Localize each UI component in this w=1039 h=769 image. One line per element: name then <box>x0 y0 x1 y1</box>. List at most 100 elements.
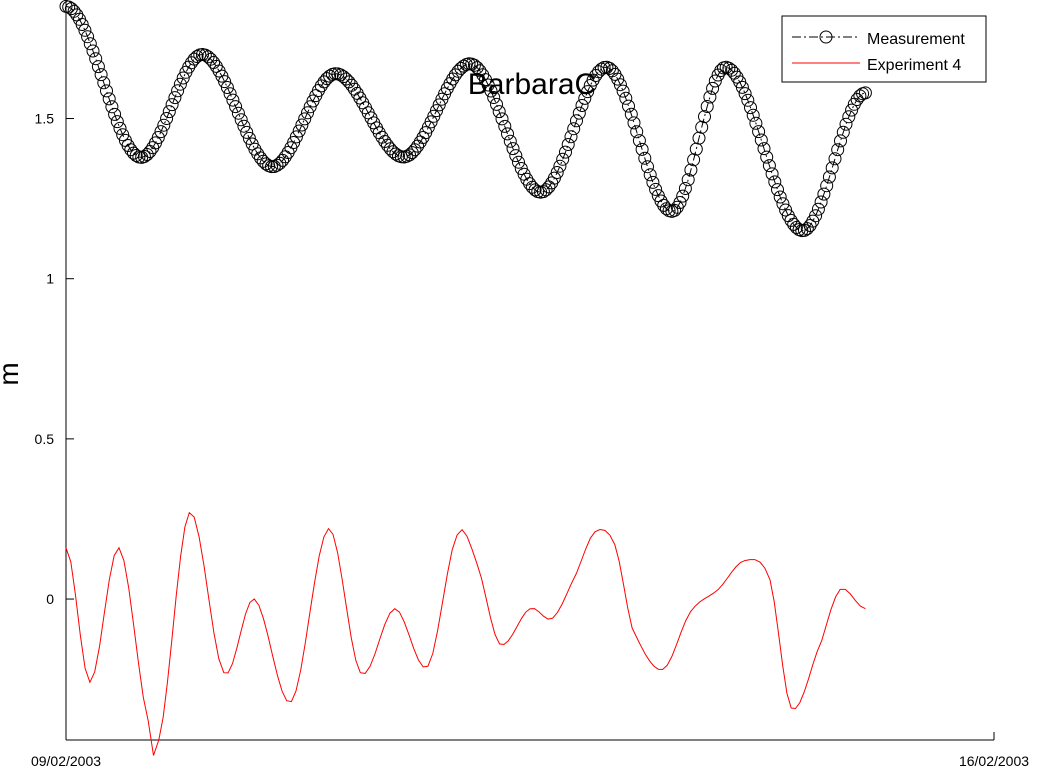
measurement-point <box>643 168 657 182</box>
measurement-point <box>190 50 204 63</box>
measurement-point <box>803 219 817 232</box>
measurement-point <box>301 106 314 120</box>
measurement-point <box>768 175 782 189</box>
series-line-measurement <box>65 5 866 232</box>
measurement-point <box>457 59 471 73</box>
measurement-point <box>113 121 127 135</box>
tick-marks: 0 0.5 1 1.5 09/02/2003 16/02/2003 <box>31 111 1029 769</box>
measurement-point <box>81 30 95 44</box>
legend-label-experiment-4: Experiment 4 <box>867 57 961 74</box>
measurement-point <box>575 99 589 112</box>
y-axis-title: m <box>0 362 24 385</box>
measurement-point <box>223 87 237 101</box>
measurement-point <box>430 104 443 118</box>
measurement-point <box>684 163 698 177</box>
measurement-point <box>492 105 506 119</box>
measurement-point <box>811 202 825 216</box>
measurement-point <box>722 61 736 75</box>
measurement-point <box>673 196 687 209</box>
measurement-point <box>678 182 692 195</box>
legend[interactable]: Measurement Experiment 4 <box>781 15 987 83</box>
measurement-point <box>858 86 872 100</box>
measurement-point <box>744 101 757 115</box>
measurement-point <box>550 166 564 179</box>
x-tick-label: 16/02/2003 <box>959 753 1029 769</box>
measurement-point <box>116 128 130 142</box>
measurement-point <box>105 100 119 114</box>
measurement-point <box>83 37 97 51</box>
legend-label-measurement: Measurement <box>867 31 965 48</box>
measurement-point <box>727 66 741 80</box>
measurement-point <box>689 142 703 156</box>
measurement-point <box>725 63 739 77</box>
measurement-point <box>754 133 768 147</box>
measurement-point <box>295 118 309 132</box>
measurement-point <box>218 75 232 89</box>
measurement-point <box>698 110 711 124</box>
measurement-point <box>676 189 690 203</box>
measurement-point <box>501 127 514 141</box>
measurement-point <box>814 195 828 209</box>
axes <box>65 0 994 741</box>
measurement-point <box>165 98 179 112</box>
measurement-point <box>687 153 701 167</box>
legend-box <box>781 15 987 83</box>
measurement-point <box>616 84 630 98</box>
measurement-point <box>110 115 124 129</box>
measurement-point <box>831 143 845 157</box>
measurement-point <box>503 134 517 148</box>
measurement-point <box>171 84 185 98</box>
measurement-point <box>94 68 108 82</box>
measurement-point <box>424 115 438 129</box>
measurement-point <box>162 105 176 119</box>
measurement-point <box>738 87 752 101</box>
y-tick-label: 1.5 <box>35 111 55 127</box>
measurement-point <box>834 134 847 148</box>
measurement-point <box>323 69 337 83</box>
measurement-point <box>481 78 495 92</box>
measurement-point <box>708 74 722 88</box>
measurement-point <box>559 145 572 159</box>
measurement-point <box>809 209 823 223</box>
measurement-point <box>845 103 859 117</box>
measurement-point <box>151 131 165 144</box>
measurement-point <box>108 107 122 121</box>
measurement-point <box>632 134 646 148</box>
measurement-point <box>762 159 776 173</box>
measurement-point <box>289 130 303 144</box>
series-line-experiment-4 <box>65 511 866 756</box>
measurement-point <box>78 23 92 37</box>
measurement-point <box>157 118 171 132</box>
measurement-point <box>265 160 278 174</box>
measurement-point <box>168 91 182 105</box>
measurement-point <box>564 130 578 144</box>
measurement-point <box>649 182 663 196</box>
chart-title: BarbaraC <box>468 68 596 101</box>
measurement-point <box>741 93 755 107</box>
measurement-point <box>427 109 441 123</box>
measurement-point <box>836 125 850 139</box>
measurement-point <box>231 106 245 120</box>
measurement-point <box>771 183 784 197</box>
measurement-point <box>487 91 501 104</box>
measurement-point <box>303 100 317 114</box>
measurement-point <box>787 217 801 231</box>
measurement-point <box>226 93 240 107</box>
y-tick-label: 0.5 <box>35 431 55 447</box>
measurement-point <box>567 122 581 136</box>
measurement-point <box>553 159 567 173</box>
measurement-point <box>490 97 503 111</box>
measurement-point <box>630 125 644 139</box>
measurement-point <box>646 175 660 189</box>
measurement-point <box>86 44 100 58</box>
measurement-point <box>746 108 760 122</box>
measurement-point <box>842 110 856 124</box>
measurement-point <box>129 149 143 162</box>
series-plot-area <box>59 0 872 756</box>
measurement-point <box>229 100 243 114</box>
measurement-point <box>765 167 779 181</box>
measurement-point <box>176 71 190 85</box>
measurement-point <box>234 113 248 127</box>
measurement-point <box>703 90 717 104</box>
measurement-point <box>240 125 254 139</box>
